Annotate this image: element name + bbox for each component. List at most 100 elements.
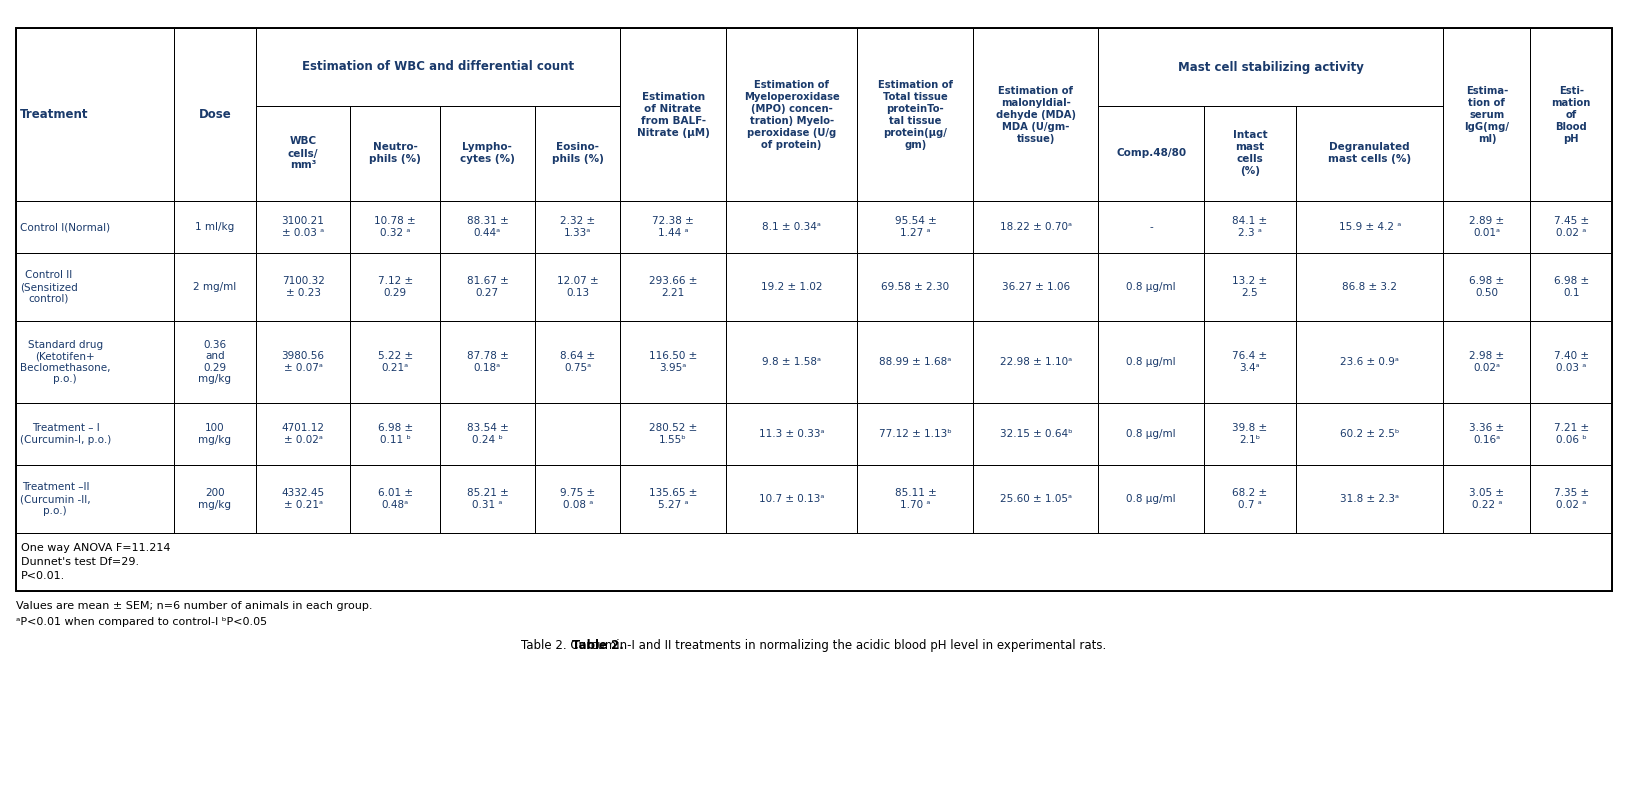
Text: 7100.32
± 0.23: 7100.32 ± 0.23	[282, 276, 324, 298]
Bar	[1203, 106, 1296, 201]
Text: 0.8 μg/ml: 0.8 μg/ml	[1127, 429, 1175, 439]
Text: 25.60 ± 1.05ᵃ: 25.60 ± 1.05ᵃ	[1000, 494, 1071, 504]
Text: Estimation of WBC and differential count: Estimation of WBC and differential count	[301, 60, 575, 73]
Text: Treatment –II
(Curcumin -II,
p.o.): Treatment –II (Curcumin -II, p.o.)	[20, 482, 91, 516]
Text: 69.58 ± 2.30: 69.58 ± 2.30	[881, 282, 949, 292]
Bar	[1530, 321, 1612, 403]
Bar	[620, 253, 726, 321]
Bar	[536, 321, 620, 403]
Bar	[1530, 28, 1612, 201]
Text: 19.2 ± 1.02: 19.2 ± 1.02	[760, 282, 822, 292]
Bar	[350, 106, 440, 201]
Bar	[16, 28, 174, 201]
Text: 32.15 ± 0.64ᵇ: 32.15 ± 0.64ᵇ	[1000, 429, 1073, 439]
Bar	[256, 321, 350, 403]
Text: Treatment: Treatment	[20, 108, 88, 121]
Bar	[620, 321, 726, 403]
Bar	[974, 253, 1099, 321]
Bar	[858, 253, 974, 321]
Bar	[256, 106, 350, 201]
Bar	[858, 28, 974, 201]
Bar	[440, 403, 536, 465]
Text: Values are mean ± SEM; n=6 number of animals in each group.: Values are mean ± SEM; n=6 number of ani…	[16, 601, 373, 611]
Text: 6.98 ±
0.50: 6.98 ± 0.50	[1470, 276, 1504, 298]
Text: Estimation of
Total tissue
proteinTo-
tal tissue
protein(μg/
gm): Estimation of Total tissue proteinTo- ta…	[877, 80, 952, 150]
Text: Lympho-
cytes (%): Lympho- cytes (%)	[461, 142, 514, 165]
Text: 1 ml/kg: 1 ml/kg	[195, 222, 234, 232]
Bar	[350, 201, 440, 253]
Bar	[440, 253, 536, 321]
Bar	[1296, 321, 1444, 403]
Bar	[726, 321, 858, 403]
Text: 87.78 ±
0.18ᵃ: 87.78 ± 0.18ᵃ	[467, 351, 508, 373]
Text: 88.31 ±
0.44ᵃ: 88.31 ± 0.44ᵃ	[467, 217, 508, 238]
Bar	[536, 201, 620, 253]
Bar	[1099, 465, 1203, 533]
Bar	[1099, 106, 1203, 201]
Bar	[974, 321, 1099, 403]
Text: Dose: Dose	[199, 108, 231, 121]
Bar	[16, 28, 1612, 591]
Text: 2.89 ±
0.01ᵃ: 2.89 ± 0.01ᵃ	[1470, 217, 1504, 238]
Bar	[1530, 201, 1612, 253]
Text: 77.12 ± 1.13ᵇ: 77.12 ± 1.13ᵇ	[879, 429, 952, 439]
Bar	[620, 201, 726, 253]
Text: WBC
cells/
mm³: WBC cells/ mm³	[288, 136, 319, 170]
Bar	[620, 465, 726, 533]
Text: 10.78 ±
0.32 ᵃ: 10.78 ± 0.32 ᵃ	[374, 217, 417, 238]
Text: 11.3 ± 0.33ᵃ: 11.3 ± 0.33ᵃ	[759, 429, 824, 439]
Text: Estimation of
malonyldial-
dehyde (MDA)
MDA (U/gm-
tissue): Estimation of malonyldial- dehyde (MDA) …	[996, 85, 1076, 143]
Text: 7.21 ±
0.06 ᵇ: 7.21 ± 0.06 ᵇ	[1553, 423, 1589, 445]
Text: 12.07 ±
0.13: 12.07 ± 0.13	[557, 276, 599, 298]
Text: 100
mg/kg: 100 mg/kg	[199, 423, 231, 445]
Text: Estima-
tion of
serum
IgG(mg/
ml): Estima- tion of serum IgG(mg/ ml)	[1465, 85, 1509, 143]
Bar	[1296, 465, 1444, 533]
Bar	[256, 28, 620, 106]
Text: 60.2 ± 2.5ᵇ: 60.2 ± 2.5ᵇ	[1340, 429, 1400, 439]
Bar	[536, 465, 620, 533]
Text: Control II
(Sensitized
control): Control II (Sensitized control)	[20, 271, 78, 303]
Bar	[1444, 28, 1530, 201]
Text: 4701.12
± 0.02ᵃ: 4701.12 ± 0.02ᵃ	[282, 423, 324, 445]
Bar	[1296, 253, 1444, 321]
Text: 3100.21
± 0.03 ᵃ: 3100.21 ± 0.03 ᵃ	[282, 217, 324, 238]
Bar	[858, 465, 974, 533]
Text: 8.64 ±
0.75ᵃ: 8.64 ± 0.75ᵃ	[560, 351, 596, 373]
Text: 18.22 ± 0.70ᵃ: 18.22 ± 0.70ᵃ	[1000, 222, 1071, 232]
Text: 2.32 ±
1.33ᵃ: 2.32 ± 1.33ᵃ	[560, 217, 596, 238]
Bar	[1099, 201, 1203, 253]
Bar	[1444, 321, 1530, 403]
Text: 13.2 ±
2.5: 13.2 ± 2.5	[1232, 276, 1268, 298]
Text: 88.99 ± 1.68ᵃ: 88.99 ± 1.68ᵃ	[879, 357, 951, 367]
Bar	[1444, 253, 1530, 321]
Bar	[1296, 106, 1444, 201]
Bar	[440, 465, 536, 533]
Text: Comp.48/80: Comp.48/80	[1117, 149, 1187, 158]
Bar	[1203, 201, 1296, 253]
Bar	[440, 321, 536, 403]
Bar	[174, 403, 256, 465]
Text: 85.11 ±
1.70 ᵃ: 85.11 ± 1.70 ᵃ	[894, 488, 936, 509]
Text: 23.6 ± 0.9ᵃ: 23.6 ± 0.9ᵃ	[1340, 357, 1398, 367]
Text: Intact
mast
cells
(%): Intact mast cells (%)	[1232, 131, 1267, 177]
Bar	[1099, 28, 1444, 106]
Text: 293.66 ±
2.21: 293.66 ± 2.21	[650, 276, 697, 298]
Bar	[1099, 321, 1203, 403]
Bar	[174, 253, 256, 321]
Bar	[1530, 465, 1612, 533]
Bar	[174, 321, 256, 403]
Bar	[174, 201, 256, 253]
Bar	[16, 403, 174, 465]
Bar	[620, 403, 726, 465]
Text: ᵃP<0.01 when compared to control-I ᵇP<0.05: ᵃP<0.01 when compared to control-I ᵇP<0.…	[16, 617, 267, 627]
Bar	[974, 403, 1099, 465]
Text: 95.54 ±
1.27 ᵃ: 95.54 ± 1.27 ᵃ	[894, 217, 936, 238]
Bar	[1296, 201, 1444, 253]
Bar	[256, 465, 350, 533]
Text: 72.38 ±
1.44 ᵃ: 72.38 ± 1.44 ᵃ	[653, 217, 694, 238]
Bar	[726, 201, 858, 253]
Bar	[1203, 465, 1296, 533]
Bar	[350, 403, 440, 465]
Bar	[974, 201, 1099, 253]
Text: Eosino-
phils (%): Eosino- phils (%)	[552, 142, 604, 165]
